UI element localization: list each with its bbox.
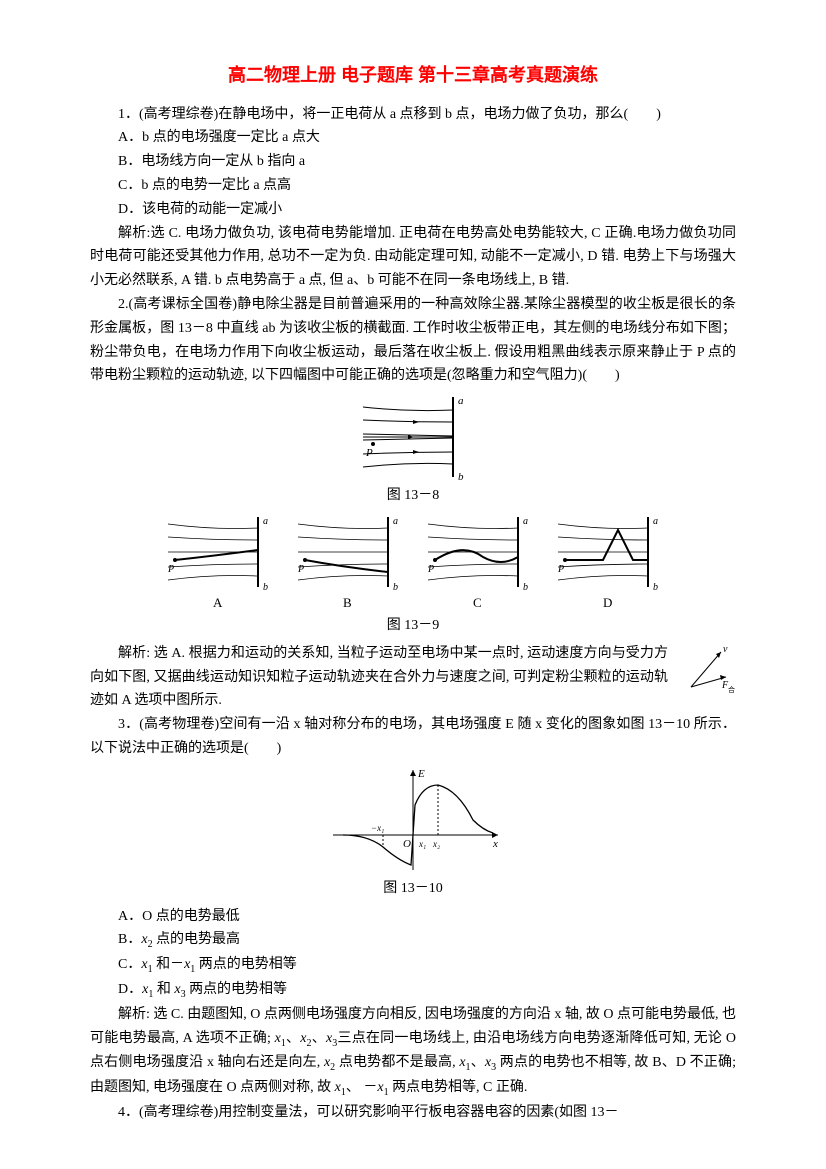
e-vs-x-graph-icon: E x O x₁ x₂ −x₁ xyxy=(323,765,503,875)
figure-13-8: a b P 图 13－8 xyxy=(90,392,736,508)
q3-stem: 3．(高考物理卷)空间有一沿 x 轴对称分布的电场，其电场强度 E 随 x 变化… xyxy=(90,713,736,761)
q1-option-a: A．b 点的电场强度一定比 a 点大 xyxy=(118,126,736,150)
q2-stem: 2.(高考课标全国卷)静电除尘器是目前普遍采用的一种高效除尘器.某除尘器模型的收… xyxy=(90,293,736,388)
q1-option-b: B．电场线方向一定从 b 指向 a xyxy=(118,150,736,174)
q2-analysis: 解析: 选 A. 根据力和运动的关系知, 当粒子运动至电场中某一点时, 运动速度… xyxy=(90,642,736,713)
svg-text:a: a xyxy=(458,395,464,407)
svg-text:O: O xyxy=(403,838,411,850)
q1-analysis: 解析:选 C. 电场力做负功, 该电荷电势能增加. 正电荷在电势高处电势能较大,… xyxy=(90,222,736,293)
svg-text:v: v xyxy=(723,644,728,655)
svg-text:a: a xyxy=(653,516,658,527)
q3-option-b: B．x2 点的电势最高 xyxy=(118,928,736,953)
trajectory-options-diagram-icon: a b P A a b P B a xyxy=(163,512,663,612)
svg-text:D: D xyxy=(603,595,612,610)
vector-diagram-icon: v F 合 xyxy=(676,642,736,702)
svg-text:b: b xyxy=(523,582,528,593)
svg-text:x: x xyxy=(492,838,498,850)
velocity-force-diagram: v F 合 xyxy=(676,642,736,702)
svg-text:a: a xyxy=(393,516,398,527)
q3-option-c: C．x1 和－x1 两点的电势相等 xyxy=(118,953,736,978)
svg-text:a: a xyxy=(523,516,528,527)
svg-text:P: P xyxy=(167,564,174,575)
figure-13-9-caption: 图 13－9 xyxy=(90,614,736,638)
svg-text:P: P xyxy=(427,564,434,575)
q1-option-c: C．b 点的电势一定比 a 点高 xyxy=(118,174,736,198)
svg-text:P: P xyxy=(365,447,373,459)
svg-text:b: b xyxy=(458,471,464,482)
svg-text:E: E xyxy=(417,768,425,780)
svg-text:C: C xyxy=(473,595,482,610)
figure-13-10: E x O x₁ x₂ −x₁ 图 13－10 xyxy=(90,765,736,901)
figure-13-9: a b P A a b P B a xyxy=(90,512,736,638)
svg-text:b: b xyxy=(653,582,658,593)
svg-text:合: 合 xyxy=(728,685,735,694)
q1-option-d: D．该电荷的动能一定减小 xyxy=(118,198,736,222)
field-lines-diagram-icon: a b P xyxy=(358,392,468,482)
page-title: 高二物理上册 电子题库 第十三章高考真题演练 xyxy=(90,60,736,91)
svg-text:−x₁: −x₁ xyxy=(371,823,384,833)
svg-text:x₁: x₁ xyxy=(418,839,426,849)
svg-text:A: A xyxy=(213,595,223,610)
q3-analysis: 解析: 选 C. 由题图知, O 点两侧电场强度方向相反, 因电场强度的方向沿 … xyxy=(90,1003,736,1101)
q3-option-a: A．O 点的电势最低 xyxy=(118,905,736,929)
svg-text:B: B xyxy=(343,595,352,610)
q1-stem: 1．(高考理综卷)在静电场中，将一正电荷从 a 点移到 b 点，电场力做了负功，… xyxy=(90,103,736,127)
q3-option-d: D．x1 和 x3 两点的电势相等 xyxy=(118,978,736,1003)
svg-text:b: b xyxy=(263,582,268,593)
svg-text:x₂: x₂ xyxy=(432,839,440,849)
svg-text:P: P xyxy=(557,564,564,575)
svg-text:a: a xyxy=(263,516,268,527)
figure-13-8-caption: 图 13－8 xyxy=(90,484,736,508)
svg-text:b: b xyxy=(393,582,398,593)
q4-stem: 4．(高考理综卷)用控制变量法，可以研究影响平行板电容器电容的因素(如图 13－ xyxy=(90,1101,736,1125)
svg-text:P: P xyxy=(297,564,304,575)
figure-13-10-caption: 图 13－10 xyxy=(90,877,736,901)
